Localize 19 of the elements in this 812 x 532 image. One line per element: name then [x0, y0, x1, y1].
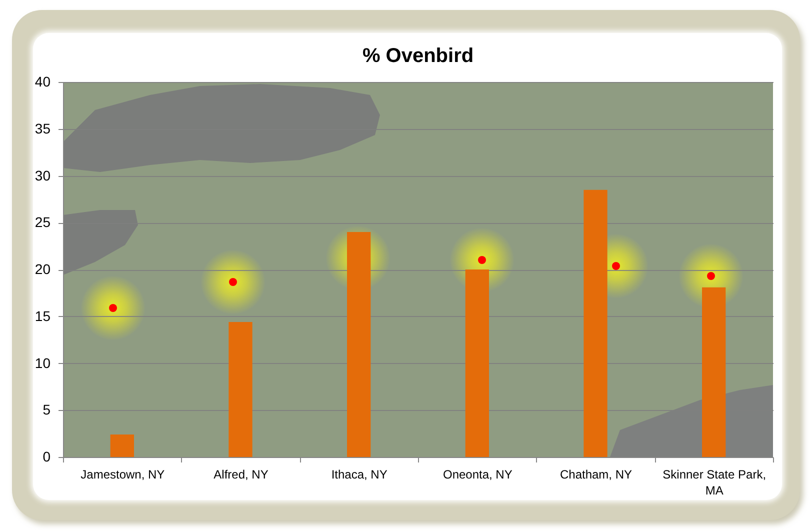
x-tick-label: Chatham, NY	[560, 468, 632, 482]
x-tick-label: Skinner State Park, MA	[662, 468, 766, 498]
bar	[228, 322, 252, 457]
x-tick-label: Oneonta, NY	[442, 468, 512, 482]
x-tick-label: Ithaca, NY	[331, 468, 388, 482]
y-tick-label: 10	[34, 354, 51, 371]
y-tick-label: 25	[34, 214, 51, 230]
y-tick-label: 0	[42, 448, 51, 464]
x-tick-label: Alfred, NY	[214, 468, 268, 482]
x-tick-label: Jamestown, NY	[80, 468, 165, 482]
y-tick-label: 40	[34, 74, 51, 90]
chart-title: % Ovenbird	[362, 45, 474, 67]
y-tick-label: 15	[34, 308, 51, 324]
y-tick-label: 30	[34, 167, 51, 184]
bar	[584, 190, 608, 457]
bar	[110, 434, 134, 457]
y-tick-label: 35	[34, 120, 51, 136]
y-tick-label: 20	[34, 261, 51, 277]
y-tick-label: 5	[42, 402, 51, 418]
